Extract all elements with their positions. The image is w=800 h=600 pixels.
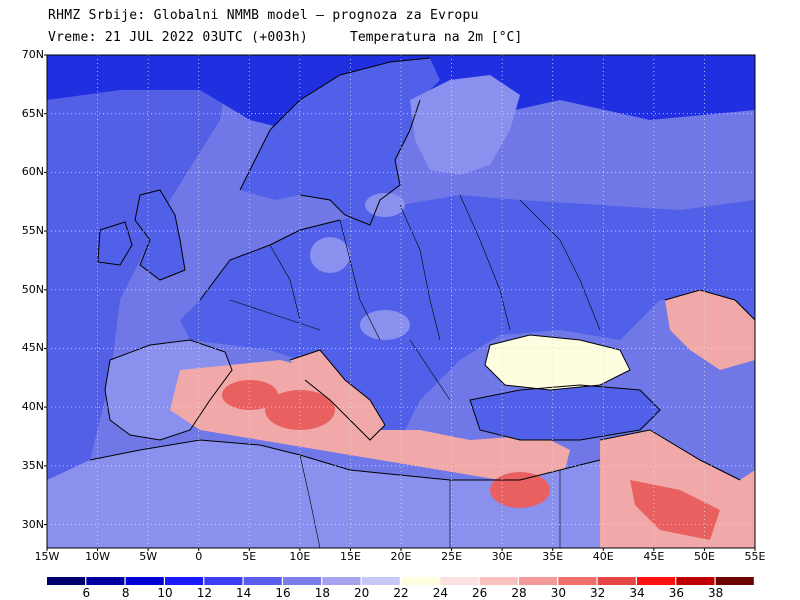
hot-spot-west-med	[222, 380, 278, 410]
warm-spot-2	[360, 310, 410, 340]
header-variable: Temperatura na 2m [°C]	[350, 30, 523, 45]
header-time: Vreme: 21 JUL 2022 03UTC (+003h)	[48, 30, 309, 45]
lat-label: 45N	[21, 341, 44, 355]
colorbar	[47, 577, 754, 585]
colorbar-segment	[125, 577, 164, 585]
turkey	[470, 385, 660, 440]
colorbar-segment	[322, 577, 361, 585]
hot-spot-libya	[490, 472, 550, 508]
colorbar-segment	[86, 577, 125, 585]
lon-label: 55E	[744, 550, 766, 563]
north-africa	[47, 440, 600, 548]
black-sea	[485, 335, 630, 390]
lon-label: 40E	[592, 550, 614, 563]
lon-label: 50E	[693, 550, 715, 563]
lon-label: 10W	[85, 550, 110, 563]
lon-label: 10E	[289, 550, 311, 563]
finland	[410, 75, 520, 175]
colorbar-label: 24	[432, 586, 448, 600]
ireland	[98, 222, 132, 265]
colorbar-label: 8	[121, 586, 130, 600]
warm-spot-1	[310, 237, 350, 273]
colorbar-label: 14	[236, 586, 252, 600]
warm-spot-3	[365, 193, 405, 217]
colorbar-label: 28	[511, 586, 527, 600]
lon-label: 5E	[242, 550, 257, 563]
colorbar-segment	[361, 577, 400, 585]
colorbar-label: 18	[314, 586, 330, 600]
colorbar-label: 22	[393, 586, 409, 600]
colorbar-segment	[558, 577, 597, 585]
colorbar-label: 10	[157, 586, 173, 600]
colorbar-label: 20	[354, 586, 370, 600]
colorbar-label: 30	[550, 586, 566, 600]
lon-label: 45E	[643, 550, 665, 563]
colorbar-segment	[715, 577, 754, 585]
lon-label: 15W	[34, 550, 60, 563]
lat-label: 70N	[21, 48, 44, 61]
lon-label: 20E	[390, 550, 412, 563]
country-borders	[229, 194, 601, 548]
scandinavia	[240, 58, 440, 225]
colorbar-label: 34	[629, 586, 645, 600]
colorbar-segment	[243, 577, 282, 585]
colorbar-label: 32	[590, 586, 606, 600]
lon-label: 30E	[491, 550, 513, 563]
colorbar-segment	[479, 577, 518, 585]
colorbar-label: 26	[472, 586, 488, 600]
arabia-hot	[630, 480, 720, 540]
lon-label: 15E	[339, 550, 361, 563]
lat-label: 50N	[21, 282, 44, 296]
lon-label: 25E	[441, 550, 463, 563]
lat-label: 35N	[21, 458, 44, 472]
atlantic-field	[47, 55, 230, 500]
colorbar-label: 12	[196, 586, 212, 600]
colorbar-label: 16	[275, 586, 291, 600]
lat-label: 55N	[21, 224, 44, 238]
lon-label: 5W	[139, 550, 158, 563]
colorbar-segment	[519, 577, 558, 585]
header-title: RHMZ Srbije: Globalni NMMB model — progn…	[48, 8, 479, 23]
colorbar-label: 38	[708, 586, 724, 600]
lat-label: 60N	[21, 165, 44, 179]
colorbar-segment	[597, 577, 636, 585]
colorbar-label: 36	[668, 586, 684, 600]
colorbar-segment	[204, 577, 243, 585]
colorbar-segment	[47, 577, 86, 585]
lon-label: 35E	[542, 550, 564, 563]
lon-label: 0	[195, 550, 203, 563]
lat-label: 30N	[21, 517, 44, 531]
lat-label: 65N	[21, 106, 44, 120]
colorbar-segment	[401, 577, 440, 585]
colorbar-segment	[165, 577, 204, 585]
great-britain	[135, 190, 185, 280]
colorbar-segment	[283, 577, 322, 585]
colorbar-segment	[637, 577, 676, 585]
iberia	[105, 340, 232, 440]
caspian-region	[665, 290, 755, 370]
lat-label: 40N	[21, 400, 44, 414]
colorbar-segment	[676, 577, 715, 585]
hot-spot-tyrrhenian	[265, 390, 335, 430]
colorbar-segment	[440, 577, 479, 585]
colorbar-label: 6	[82, 586, 91, 600]
axis-ticks	[44, 54, 756, 551]
italy	[290, 350, 385, 440]
